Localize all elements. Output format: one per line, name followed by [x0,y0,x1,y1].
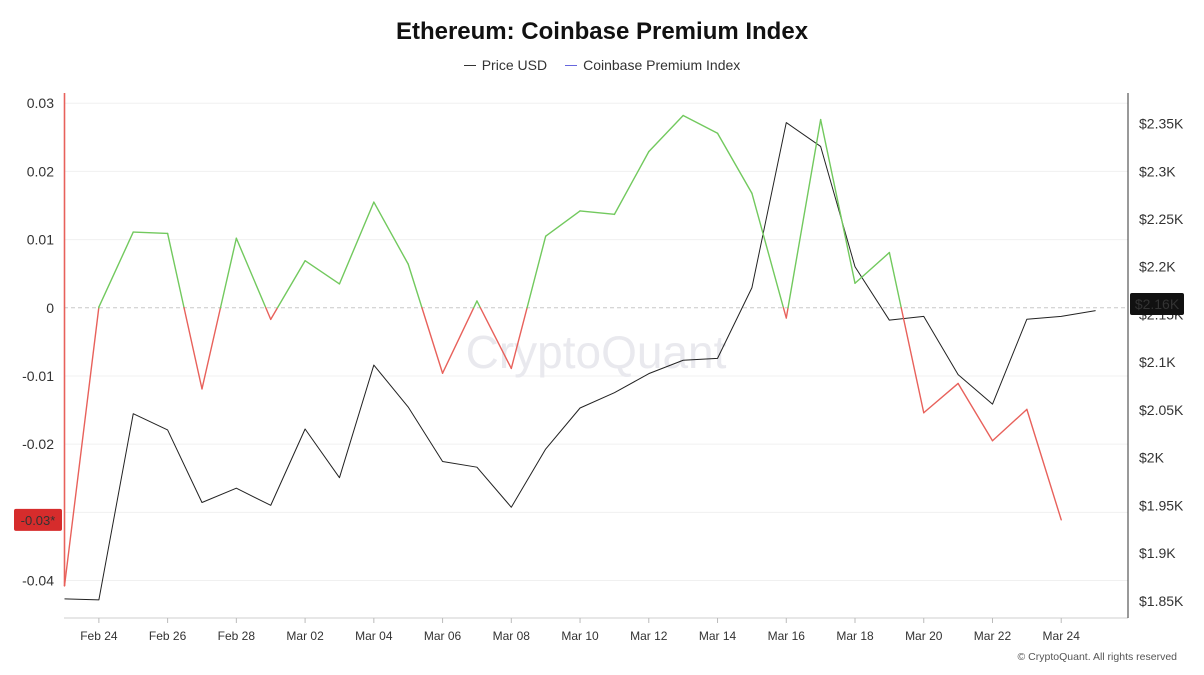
premium-segment [235,237,267,309]
x-tick-label: Feb 24 [80,629,118,643]
premium-segment [472,300,478,309]
x-tick-label: Mar 22 [974,629,1012,643]
left-tick-label: -0.01 [22,368,54,384]
right-tick-label: $2.35K [1139,116,1184,132]
premium-segment [476,300,482,309]
premium-segment [421,307,444,374]
premium-segment [166,232,185,309]
premium-segment [479,307,513,370]
legend: Price USD Coinbase Premium Index [0,57,1204,73]
right-tick-label: $1.95K [1139,497,1184,513]
premium-segment [787,118,822,309]
x-tick-label: Feb 26 [149,629,187,643]
label-layer: -0.03* $2.16K [14,292,1184,531]
premium-segment [219,237,238,309]
price-current-label: $2.16K [1135,296,1180,312]
grid-layer [64,102,1128,581]
series-layer [63,93,1096,601]
price-current-badge [1130,292,1184,315]
left-tick-label: 0 [46,300,54,316]
premium-segment [373,201,409,265]
premium-segment [526,235,547,309]
premium-segment [276,260,306,309]
premium-segment [544,210,581,237]
x-tick-label: Mar 10 [561,629,599,643]
premium-segment [957,382,994,442]
premium-segment [682,114,719,134]
right-tick-label: $2.05K [1139,402,1184,418]
premium-segment [613,150,650,216]
premium-segment [338,201,375,285]
x-tick-label: Mar 08 [493,629,531,643]
legend-swatch-price [463,64,476,66]
premium-segment [819,118,856,284]
premium-segment [751,192,785,309]
x-tick-label: Feb 28 [218,629,256,643]
left-tick-label: 0.01 [27,232,54,248]
premium-segment [854,251,891,284]
premium-segment [579,210,616,216]
x-tick-label: Mar 24 [1043,629,1081,643]
axis-layer: 0.03 0.02 0.01 0 -0.01 -0.02 -0.04 $2.35K $2.3K $… [22,93,1184,643]
x-tick-label: Mar 12 [630,629,668,643]
copyright: © CryptoQuant. All rights reserved [1017,651,1177,663]
premium-current-label: -0.03* [21,513,56,528]
legend-label-premium: Coinbase Premium Index [583,57,741,73]
premium-segment [304,260,341,285]
premium-segment [510,307,528,370]
right-tick-label: $2.3K [1139,163,1176,179]
premium-segment [132,231,169,235]
left-tick-label: -0.02 [22,436,54,452]
premium-segment [98,231,134,308]
legend-item-price[interactable]: Price USD [463,57,548,73]
x-tick-label: Mar 14 [699,629,737,643]
premium-segment [888,251,902,309]
watermark: CryptoQuant [466,326,727,378]
right-tick-label: $2.1K [1139,354,1176,370]
premium-segment [63,307,100,587]
premium-segment [265,307,272,321]
premium-segment [782,307,787,319]
premium-current-badge [14,508,62,531]
premium-segment [991,408,1028,442]
left-tick-label: 0.03 [27,95,54,111]
premium-segment [1026,408,1062,521]
left-tick-label: 0.02 [27,163,54,179]
price-line [64,122,1096,601]
right-tick-label: $2K [1139,450,1165,466]
premium-segment [900,307,925,414]
x-tick-label: Mar 06 [424,629,462,643]
premium-segment [648,114,684,153]
x-tick-label: Mar 04 [355,629,393,643]
premium-segment [441,307,475,374]
left-tick-label: -0.04 [22,573,54,589]
x-tick-label: Mar 16 [768,629,806,643]
premium-segment [407,263,423,309]
right-tick-label: $1.9K [1139,545,1176,561]
chart-title: Ethereum: Coinbase Premium Index [395,18,809,45]
premium-segment [785,307,789,319]
legend-label-price: Price USD [481,57,548,73]
x-tick-label: Mar 02 [286,629,324,643]
premium-segment [270,307,279,321]
premium-segment [716,132,753,194]
right-tick-label: $1.85K [1139,593,1184,609]
legend-item-premium[interactable]: Coinbase Premium Index [565,57,740,73]
right-tick-label: $2.25K [1139,211,1184,227]
premium-segment [923,382,959,414]
premium-segment [183,307,203,390]
legend-swatch-premium [565,64,578,66]
right-tick-label: $2.2K [1139,259,1176,275]
premium-segment [201,307,222,390]
x-tick-label: Mar 20 [905,629,943,643]
x-tick-label: Mar 18 [836,629,874,643]
